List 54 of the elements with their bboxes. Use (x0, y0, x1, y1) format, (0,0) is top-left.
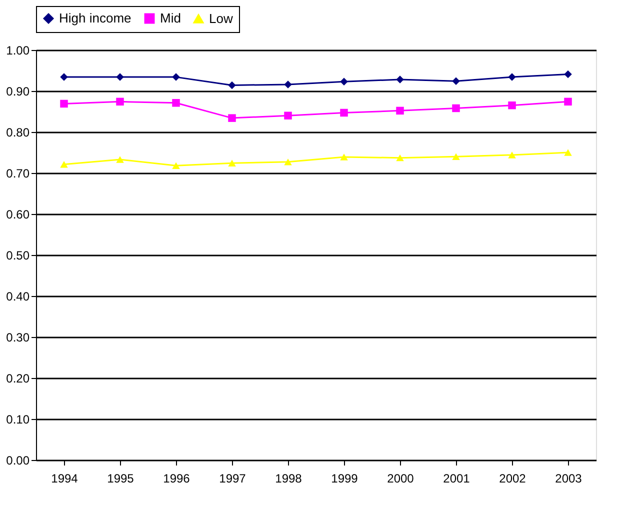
point (60, 100, 68, 108)
point (508, 101, 516, 110)
point (340, 154, 348, 160)
point (116, 98, 124, 106)
point (452, 153, 460, 160)
point (564, 149, 572, 156)
x-tick-label: 1995 (107, 472, 134, 486)
point (284, 112, 292, 120)
point (508, 152, 516, 158)
y-tick-label: 0.80 (6, 126, 30, 140)
x-tick-label: 1996 (163, 472, 190, 486)
point (452, 77, 460, 86)
legend-label: Mid (160, 10, 181, 26)
point (564, 98, 572, 106)
x-tick-label: 1997 (219, 472, 246, 486)
y-tick-label: 0.30 (6, 330, 30, 344)
legend-label: Low (209, 10, 234, 26)
x-tick-label: 1994 (51, 472, 78, 486)
y-tick-label: 0.60 (6, 208, 30, 222)
x-tick-label: 2003 (555, 472, 582, 486)
point (284, 158, 292, 166)
y-tick-label: 1.00 (6, 44, 30, 58)
point (452, 104, 460, 112)
point (228, 81, 236, 90)
point (340, 78, 348, 86)
y-tick-label: 0.00 (6, 454, 30, 468)
point (172, 162, 180, 169)
y-tick-label: 0.70 (6, 166, 30, 180)
point (228, 160, 236, 167)
x-tick-label: 2002 (499, 472, 526, 486)
point (340, 108, 348, 117)
y-tick-label: 0.50 (6, 248, 30, 262)
point (60, 73, 68, 81)
point (228, 114, 236, 122)
y-tick-label: 0.90 (6, 84, 30, 98)
point (172, 99, 180, 107)
point (396, 154, 404, 162)
y-tick-label: 0.20 (6, 372, 30, 386)
point (396, 76, 404, 84)
point (508, 73, 516, 81)
point (284, 80, 292, 88)
y-tick-label: 0.40 (6, 290, 30, 304)
point (172, 73, 180, 81)
x-tick-label: 1998 (275, 472, 302, 486)
legend-label: High income (59, 10, 132, 26)
x-tick-label: 2000 (387, 472, 414, 486)
point (116, 156, 124, 163)
x-tick-label: 1999 (331, 472, 358, 486)
point (60, 161, 68, 168)
y-tick-label: 0.10 (6, 412, 30, 426)
point (396, 106, 404, 115)
point (564, 70, 572, 78)
point (116, 73, 124, 81)
x-tick-label: 2001 (443, 472, 470, 486)
